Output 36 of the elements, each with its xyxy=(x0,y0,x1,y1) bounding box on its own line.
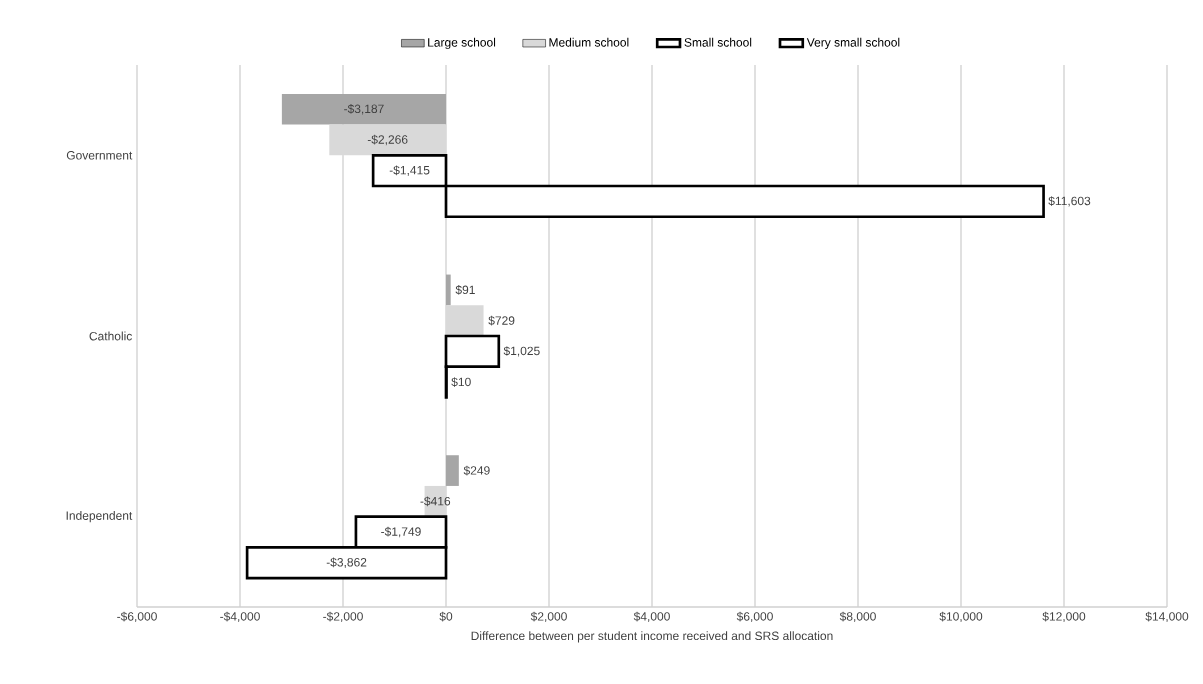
x-tick-label: -$4,000 xyxy=(220,611,260,623)
legend-label: Medium school xyxy=(549,37,629,47)
x-tick-label: $12,000 xyxy=(1042,611,1086,623)
x-tick-label: -$2,000 xyxy=(323,611,363,623)
data-label: $10 xyxy=(451,377,471,387)
x-tick-label: -$6,000 xyxy=(117,611,157,623)
x-tick-label: $10,000 xyxy=(939,611,983,623)
bar xyxy=(446,455,459,486)
data-label: $91 xyxy=(455,285,475,295)
data-label: $11,603 xyxy=(1048,196,1091,207)
data-label: -$3,862 xyxy=(326,557,367,568)
bar xyxy=(329,124,447,156)
y-tick-label: Independent xyxy=(66,511,133,523)
data-label: -$1,749 xyxy=(381,526,421,538)
x-tick-label: $6,000 xyxy=(736,611,773,623)
legend-label: Very small school xyxy=(806,37,900,50)
data-label: $1,025 xyxy=(503,346,540,357)
data-label: $729 xyxy=(488,315,515,326)
x-tick-label: $2,000 xyxy=(530,611,567,623)
data-label: -$1,415 xyxy=(389,165,430,176)
y-tick-label: Catholic xyxy=(89,331,132,341)
x-tick-label: $4,000 xyxy=(633,611,670,623)
data-label: -$416 xyxy=(420,496,451,507)
legend-label: Small school xyxy=(684,37,752,47)
data-label: $249 xyxy=(463,465,490,476)
x-axis-title: Difference between per student income received and SRS allocation xyxy=(471,631,833,643)
data-label: -$2,266 xyxy=(367,134,408,146)
x-tick-label: $0 xyxy=(439,611,453,622)
x-tick-label: $8,000 xyxy=(839,611,876,623)
bar xyxy=(446,305,484,336)
data-label: -$3,187 xyxy=(344,104,384,115)
legend-label: Large school xyxy=(428,37,496,50)
bar xyxy=(446,274,451,306)
x-tick-label: $14,000 xyxy=(1145,611,1189,623)
y-tick-label: Government xyxy=(66,151,133,160)
bar xyxy=(281,93,447,125)
